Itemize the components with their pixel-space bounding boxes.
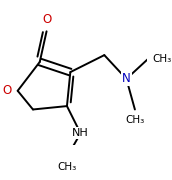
Text: O: O xyxy=(2,84,12,97)
Text: CH₃: CH₃ xyxy=(153,53,172,64)
Text: CH₃: CH₃ xyxy=(125,115,144,125)
Text: CH₃: CH₃ xyxy=(57,162,77,172)
Text: O: O xyxy=(42,13,51,26)
Text: N: N xyxy=(122,72,131,85)
Text: NH: NH xyxy=(72,128,89,138)
